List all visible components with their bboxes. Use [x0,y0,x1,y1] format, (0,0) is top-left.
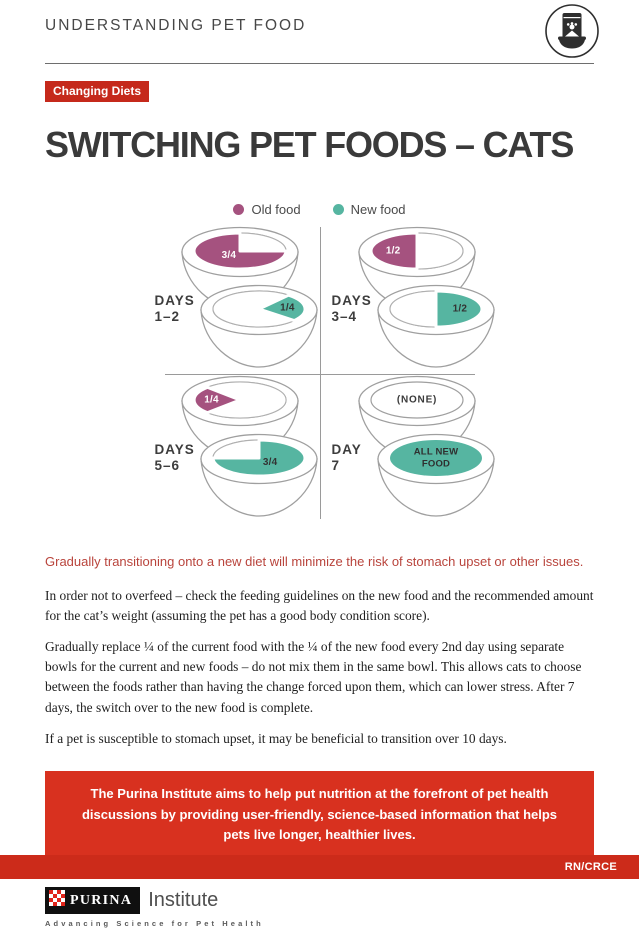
new-food-bowl: 1/4 [196,283,322,371]
quadrant-days-5-6: DAYS 5–6 1/4 3/4 [143,374,320,523]
legend-label-old: Old food [251,201,301,217]
highlight-text: Gradually transitioning onto a new diet … [45,553,584,569]
old-food-bowl: 1/2 [354,225,480,313]
quadrant-label: DAY 7 [331,441,362,473]
new-food-bowl: 3/4 [196,432,322,520]
transition-diagram: DAYS 1–2 3/4 1/4 DAYS 3–4 1/2 1/2 DAYS 5… [143,225,497,523]
purina-checkerboard-icon [49,890,65,911]
purina-institute-logo: PURINA Institute Advancing Science for P… [45,887,594,928]
old-food-bowl: 1/4 [177,374,303,462]
footer-code: RN/CRCE [564,861,617,873]
header: UNDERSTANDING PET FOOD [45,0,599,64]
svg-text:FOOD: FOOD [421,458,449,469]
body-paragraph: If a pet is susceptible to stomach upset… [45,730,507,746]
svg-text:3/4: 3/4 [221,250,236,261]
svg-text:1/2: 1/2 [452,303,467,314]
legend-label-new: New food [350,201,406,217]
svg-text:3/4: 3/4 [262,457,277,468]
quadrant-days-3-4: DAYS 3–4 1/2 1/2 [320,225,497,374]
divider-vertical [319,226,321,519]
quadrant-day-7: DAY 7 (NONE) ALL NEW FOOD [320,374,497,523]
topic-badge: Changing Diets [45,81,150,102]
old-food-dot-icon [233,203,245,215]
quadrant-label: DAYS 5–6 [154,441,195,473]
svg-text:(NONE): (NONE) [396,394,436,405]
divider-horizontal [164,373,475,375]
quadrant-days-1-2: DAYS 1–2 3/4 1/4 [143,225,320,374]
body-paragraph: Gradually replace ¼ of the current food … [45,639,582,715]
legend-item-new-food: New food [332,201,406,217]
brand-tagline: Advancing Science for Pet Health [45,919,264,928]
legend: Old food New food [45,202,594,217]
new-food-bowl: 1/2 [373,283,499,371]
svg-text:1/4: 1/4 [280,302,295,313]
page-title: SWITCHING PET FOODS – CATS [45,124,574,165]
svg-text:1/4: 1/4 [204,394,219,405]
callout-box: The Purina Institute aims to help put nu… [45,770,594,861]
quadrant-label: DAYS 3–4 [331,292,372,324]
pet-food-bag-and-bowl-icon [544,3,600,59]
purina-logo-box: PURINA [45,887,141,915]
body-text: In order not to overfeed – check the fee… [45,586,594,749]
body-paragraph: In order not to overfeed – check the fee… [45,587,594,624]
institute-text: Institute [148,889,219,912]
new-food-bowl: ALL NEW FOOD [373,432,499,520]
footer-bar: RN/CRCE [0,855,639,879]
document-category-title: UNDERSTANDING PET FOOD [45,17,307,34]
svg-text:ALL NEW: ALL NEW [413,446,458,457]
legend-item-old-food: Old food [233,201,301,217]
new-food-dot-icon [332,203,344,215]
svg-text:1/2: 1/2 [385,245,400,256]
purina-brand-text: PURINA [70,892,133,908]
quadrant-label: DAYS 1–2 [154,292,195,324]
